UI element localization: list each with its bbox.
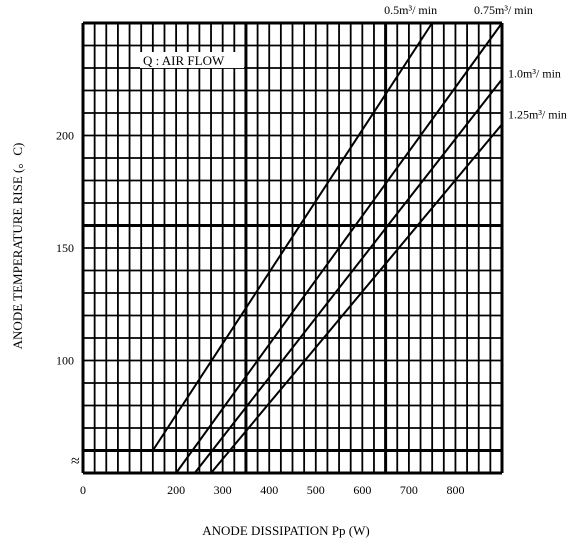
y-tick-labels: 100 150 200: [56, 129, 74, 368]
x-tick-label: 800: [446, 483, 464, 497]
chart-grid: [81, 21, 504, 475]
x-tick-labels: 0 200 300 400 500 600 700 800: [80, 483, 464, 497]
y-tick-label: 150: [56, 241, 74, 255]
series-label: 0.5m³/ min: [384, 3, 437, 17]
y-tick-label: 200: [56, 129, 74, 143]
y-tick-label: 100: [56, 354, 74, 368]
x-tick-label: 500: [307, 483, 325, 497]
x-tick-label: 400: [260, 483, 278, 497]
series-line: [193, 78, 503, 474]
x-tick-label: 600: [353, 483, 371, 497]
x-tick-label: 0: [80, 483, 86, 497]
series-line: [210, 123, 503, 474]
y-axis-label: ANODE TEMPERATURE RISE (。C): [10, 143, 25, 350]
x-tick-label: 300: [214, 483, 232, 497]
chart-series: [151, 22, 503, 474]
series-line: [175, 22, 503, 474]
x-tick-label: 200: [167, 483, 185, 497]
annotation-background: [140, 52, 244, 68]
x-tick-label: 700: [400, 483, 418, 497]
series-labels: 0.5m³/ min 0.75m³/ min 1.0m³/ min 1.25m³/ m…: [384, 3, 567, 121]
series-label: 0.75m³/ min: [474, 3, 533, 17]
series-label: 1.25m³/ min: [508, 107, 567, 121]
series-line: [151, 22, 434, 452]
x-axis-label: ANODE DISSIPATION Pp (W): [202, 523, 369, 538]
series-label: 1.0m³/ min: [508, 66, 561, 80]
annotation-text: Q : AIR FLOW: [143, 53, 225, 68]
axis-break-symbol: ≈: [71, 453, 80, 470]
